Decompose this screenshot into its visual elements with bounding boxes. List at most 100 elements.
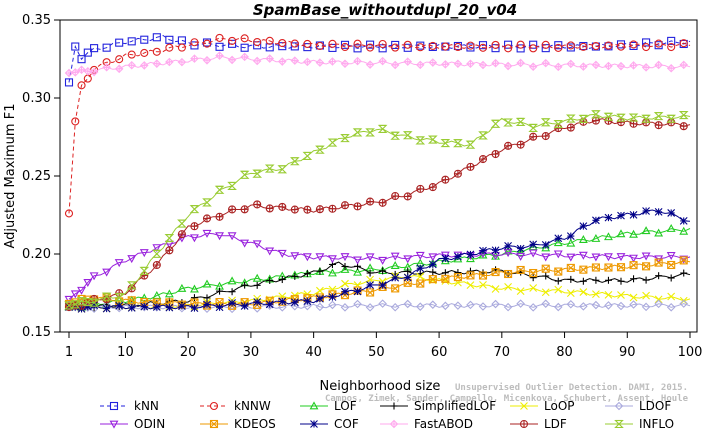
data-point — [377, 124, 388, 133]
data-point — [215, 33, 224, 42]
legend-label: COF — [334, 417, 359, 431]
data-point — [341, 287, 349, 296]
data-point — [453, 273, 462, 282]
data-point — [616, 263, 626, 272]
data-point — [491, 285, 500, 293]
data-point — [503, 118, 513, 127]
data-point — [666, 64, 676, 73]
x-tick-label: 60 — [431, 345, 448, 360]
data-point — [629, 261, 638, 270]
data-point — [240, 34, 249, 43]
data-point — [680, 269, 688, 277]
data-point — [177, 219, 187, 228]
data-point — [616, 253, 626, 262]
data-point — [516, 287, 525, 295]
data-point — [391, 40, 400, 49]
data-point — [642, 207, 650, 215]
data-point — [491, 246, 500, 255]
data-point — [566, 41, 575, 50]
legend-item: LDOF — [605, 399, 671, 413]
data-point — [616, 42, 626, 51]
data-point — [390, 252, 400, 261]
chart-title: SpamBase_withoutdupl_20_v04 — [253, 1, 517, 19]
data-point — [679, 60, 689, 70]
data-point — [504, 40, 513, 49]
data-point — [64, 295, 74, 304]
data-point — [190, 304, 199, 312]
legend-label: INFLO — [639, 417, 674, 431]
data-point — [491, 267, 500, 277]
data-point — [303, 205, 312, 214]
data-point — [428, 300, 438, 309]
data-point — [165, 57, 174, 67]
legend-item: LoOP — [510, 399, 575, 413]
watermark-line-1: Unsupervised Outlier Detection. DAMI, 20… — [455, 382, 688, 393]
legend-label: FastABOD — [414, 417, 473, 431]
data-point — [228, 39, 237, 48]
data-point — [415, 302, 425, 311]
data-point — [77, 55, 86, 64]
data-point — [415, 251, 425, 260]
data-point — [303, 43, 312, 52]
data-point — [616, 61, 626, 71]
data-point — [389, 419, 399, 429]
data-point — [491, 58, 500, 68]
data-point — [667, 292, 676, 301]
data-point — [466, 254, 475, 263]
data-point — [591, 60, 601, 70]
data-point — [579, 302, 588, 311]
data-point — [340, 303, 350, 312]
legend-label: LOF — [334, 399, 357, 413]
data-point — [253, 37, 262, 47]
x-axis: 1 10 20 30 40 50 60 70 80 90 100 — [65, 332, 702, 360]
data-point — [227, 232, 237, 241]
data-point — [617, 211, 625, 220]
data-point — [353, 39, 362, 48]
data-point — [265, 54, 275, 63]
data-point — [667, 36, 676, 45]
data-point — [503, 246, 513, 255]
data-point — [102, 43, 111, 52]
data-point — [529, 44, 538, 53]
data-point — [454, 269, 462, 277]
data-point — [215, 212, 224, 221]
data-point — [390, 60, 400, 70]
data-point — [479, 280, 487, 289]
legend-label: SimplifiedLOF — [414, 399, 496, 413]
data-point — [515, 117, 526, 126]
data-point — [140, 48, 149, 57]
data-point — [441, 277, 450, 285]
data-point — [328, 204, 337, 213]
data-point — [554, 43, 563, 52]
data-point — [203, 300, 211, 309]
data-point — [328, 293, 337, 301]
data-point — [629, 61, 638, 70]
data-point — [678, 111, 689, 120]
data-point — [139, 266, 150, 275]
data-point — [504, 44, 513, 53]
data-point — [516, 40, 525, 49]
data-point — [277, 303, 287, 312]
legend-label: KDEOS — [234, 417, 276, 431]
data-point — [466, 250, 475, 259]
data-point — [416, 279, 425, 288]
data-point — [303, 297, 312, 305]
legend-item: COF — [300, 417, 359, 431]
data-point — [390, 260, 400, 269]
data-point — [164, 289, 174, 298]
data-point — [165, 35, 174, 44]
data-point — [266, 276, 274, 284]
data-point — [554, 41, 563, 50]
data-point — [152, 47, 161, 56]
data-point — [653, 112, 664, 121]
data-point — [228, 205, 237, 214]
data-point — [215, 42, 224, 51]
legend-item: ODIN — [100, 417, 165, 431]
data-point — [115, 38, 124, 47]
data-point — [491, 299, 500, 309]
data-point — [654, 207, 663, 216]
data-point — [127, 255, 137, 264]
data-point — [654, 299, 663, 309]
data-point — [466, 300, 475, 310]
data-point — [616, 118, 626, 127]
